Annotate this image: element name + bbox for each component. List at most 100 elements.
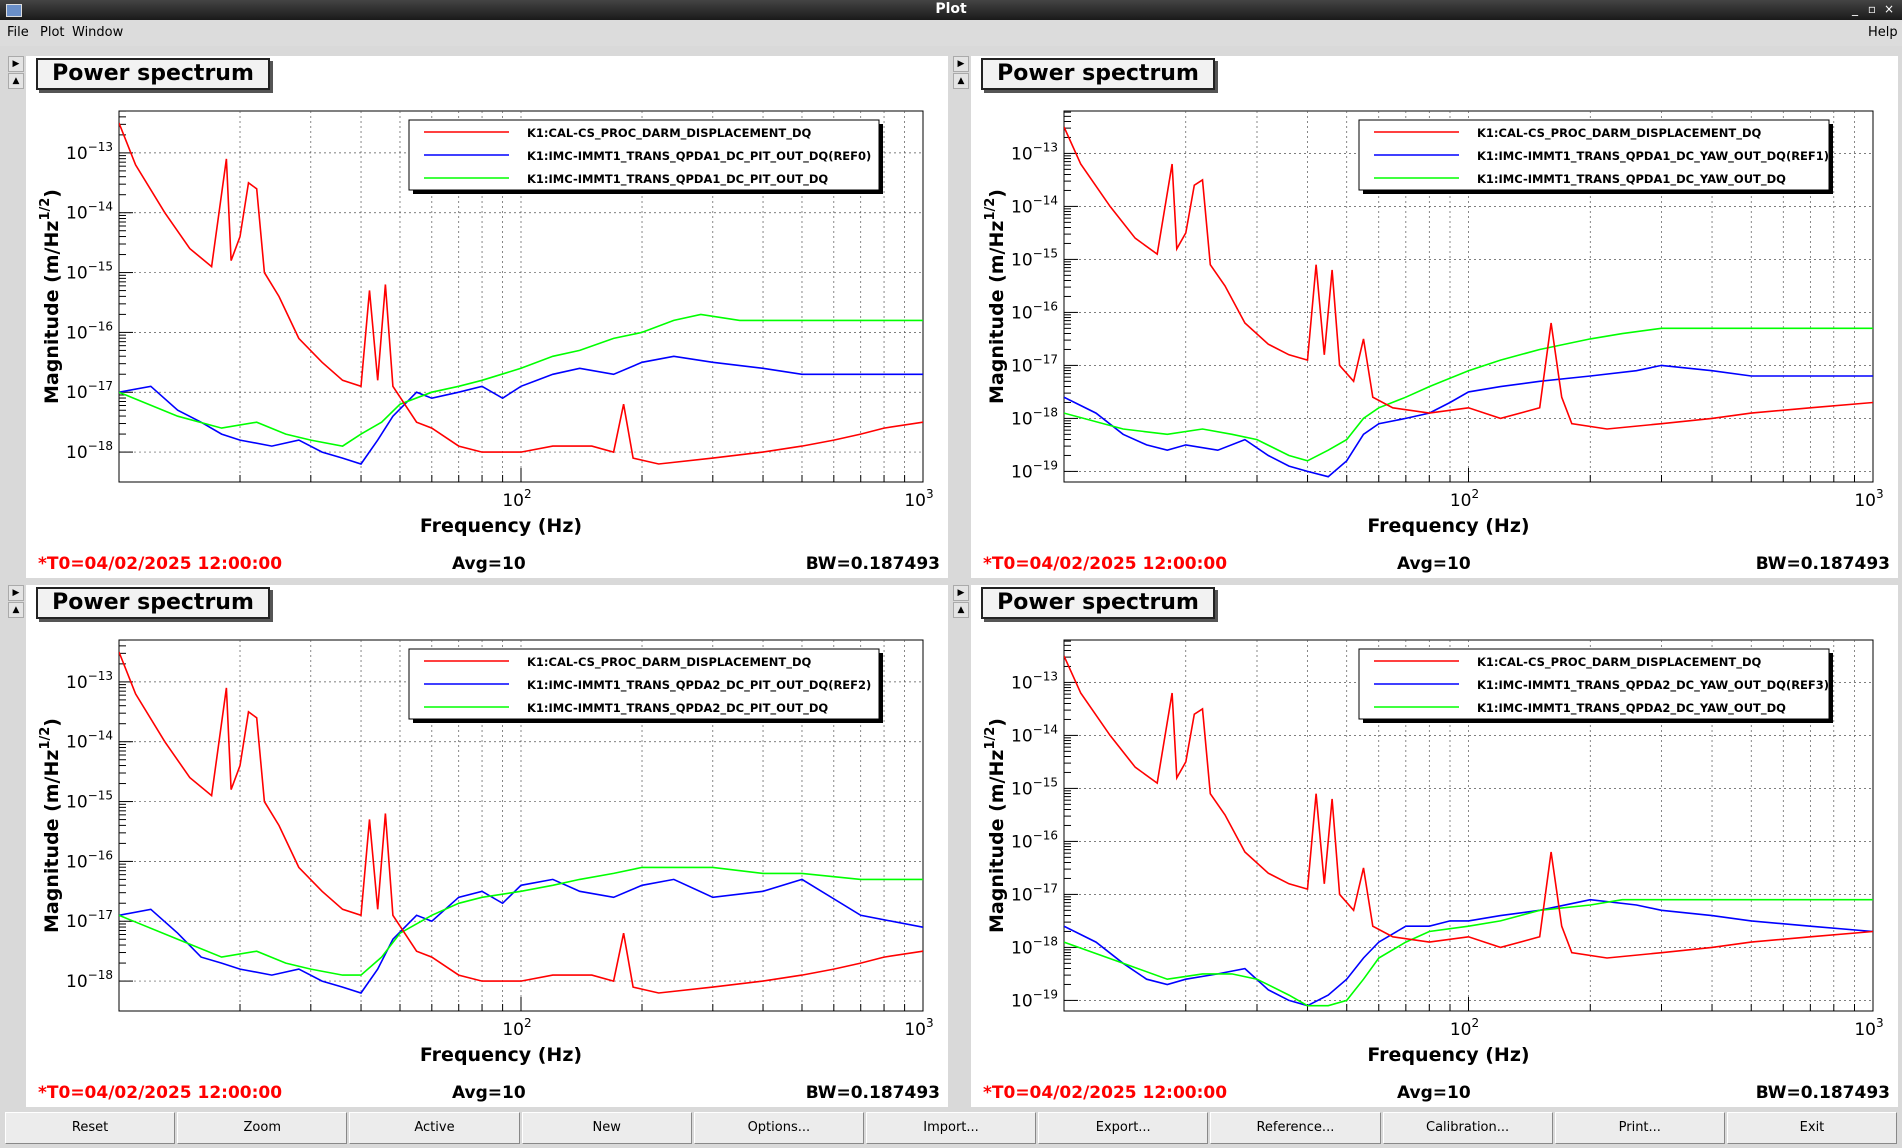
y-tick-exp: −13	[1033, 669, 1058, 683]
reference-button[interactable]: Reference...	[1210, 1112, 1381, 1144]
plot-panel-1[interactable]: Power spectrum 10−13 10−14 10−15 10−16 10−17 1…	[26, 56, 948, 578]
x-tick-base: 10	[1450, 1020, 1472, 1040]
average-count-label: Avg=10	[452, 1083, 526, 1103]
plot-panel-3[interactable]: Power spectrum 10−13 10−14 10−15 10−16 10−17 1…	[26, 585, 948, 1107]
minimize-icon[interactable]: _	[1852, 2, 1858, 16]
x-tick-base: 10	[904, 491, 926, 511]
print-button[interactable]: Print...	[1554, 1112, 1725, 1144]
import-button[interactable]: Import...	[865, 1112, 1037, 1144]
x-tick-base: 10	[1450, 491, 1472, 511]
menu-help[interactable]: Help	[1868, 25, 1898, 40]
x-tick-label: 102	[502, 1016, 531, 1040]
y-tick-exp: −15	[1033, 246, 1058, 260]
y-axis-label: Magnitude (m/Hz1/2)	[38, 189, 63, 404]
export-button[interactable]: Export...	[1038, 1112, 1209, 1144]
legend-label: K1:CAL-CS_PROC_DARM_DISPLACEMENT_DQ	[527, 126, 812, 141]
y-tick-exp: −13	[1033, 140, 1058, 154]
x-tick-base: 10	[502, 1020, 524, 1040]
close-icon[interactable]: ×	[1883, 2, 1895, 16]
y-tick-base: 10	[66, 912, 88, 932]
y-axis-label-main: Magnitude (m/Hz	[41, 750, 63, 933]
x-tick-label: 103	[904, 487, 933, 511]
y-tick-exp: −18	[88, 439, 113, 453]
series-line-2	[1064, 364, 1873, 478]
exit-button[interactable]: Exit	[1726, 1112, 1898, 1144]
expand-up-icon[interactable]: ▲	[953, 602, 969, 618]
expand-up-icon[interactable]: ▲	[953, 73, 969, 89]
menu-plot[interactable]: Plot	[40, 25, 65, 40]
y-tick-exp: −14	[88, 729, 113, 743]
series-line-3	[119, 313, 923, 447]
expand-up-icon[interactable]: ▲	[8, 73, 24, 89]
expand-right-icon[interactable]: ▶	[8, 56, 24, 72]
series-line-1	[1064, 126, 1873, 430]
y-tick-base: 10	[66, 733, 88, 753]
x-tick-exp: 2	[524, 1016, 532, 1030]
series-line-1	[1064, 655, 1873, 959]
y-axis-label-end: )	[41, 189, 63, 198]
x-axis-label: Frequency (Hz)	[420, 1044, 582, 1066]
x-tick-base: 10	[1854, 1020, 1876, 1040]
x-tick-exp: 3	[926, 487, 934, 501]
y-tick-label: 10−17	[1011, 352, 1058, 376]
panel-title[interactable]: Power spectrum	[981, 58, 1215, 90]
y-tick-label: 10−18	[66, 968, 113, 992]
y-axis-label-main: Magnitude (m/Hz	[41, 221, 63, 404]
y-tick-label: 10−18	[1011, 934, 1058, 958]
reset-button[interactable]: Reset	[5, 1112, 176, 1144]
y-tick-label: 10−17	[66, 379, 113, 403]
average-count-label: Avg=10	[1397, 1083, 1471, 1103]
y-tick-exp: −16	[88, 319, 113, 333]
menu-window[interactable]: Window	[72, 25, 124, 40]
calibration-button[interactable]: Calibration...	[1382, 1112, 1553, 1144]
legend-label: K1:IMC-IMMT1_TRANS_QPDA2_DC_YAW_OUT_DQ	[1477, 701, 1786, 716]
window-titlebar: Plot _ ▫ ×	[0, 0, 1902, 20]
y-tick-base: 10	[1011, 673, 1033, 693]
y-tick-label: 10−15	[1011, 775, 1058, 799]
new-button[interactable]: New	[521, 1112, 692, 1144]
y-tick-base: 10	[1011, 991, 1033, 1011]
zoom-button[interactable]: Zoom	[177, 1112, 348, 1144]
average-count-label: Avg=10	[452, 554, 526, 574]
series-line-3	[119, 866, 923, 976]
expand-right-icon[interactable]: ▶	[953, 56, 969, 72]
plot-panel-2[interactable]: Power spectrum 10−13 10−14 10−15 10−16 10−17 1…	[971, 56, 1898, 578]
panel-title[interactable]: Power spectrum	[36, 58, 270, 90]
y-tick-base: 10	[66, 264, 88, 284]
bandwidth-label: BW=0.187493	[1755, 554, 1890, 574]
y-tick-label: 10−16	[66, 848, 113, 872]
y-tick-base: 10	[66, 323, 88, 343]
expand-right-icon[interactable]: ▶	[953, 585, 969, 601]
expand-right-icon[interactable]: ▶	[8, 585, 24, 601]
y-tick-base: 10	[1011, 832, 1033, 852]
maximize-icon[interactable]: ▫	[1867, 2, 1877, 16]
options-button[interactable]: Options...	[693, 1112, 864, 1144]
y-tick-base: 10	[1011, 726, 1033, 746]
series-line-2	[119, 878, 923, 994]
y-axis-label-sup: 1/2	[983, 727, 998, 750]
panel-title[interactable]: Power spectrum	[981, 587, 1215, 619]
active-button[interactable]: Active	[349, 1112, 520, 1144]
y-axis-label: Magnitude (m/Hz1/2)	[38, 718, 63, 933]
x-axis-label: Frequency (Hz)	[420, 515, 582, 537]
y-tick-exp: −18	[1033, 405, 1058, 419]
y-axis-label-main: Magnitude (m/Hz	[986, 221, 1008, 404]
x-tick-base: 10	[502, 491, 524, 511]
x-tick-exp: 3	[1876, 487, 1884, 501]
legend-label: K1:IMC-IMMT1_TRANS_QPDA1_DC_PIT_OUT_DQ(R…	[527, 149, 871, 164]
y-axis-label-sup: 1/2	[38, 727, 53, 750]
legend-label: K1:CAL-CS_PROC_DARM_DISPLACEMENT_DQ	[1477, 655, 1762, 670]
series-line-3	[1064, 327, 1873, 462]
x-axis-label: Frequency (Hz)	[1367, 1044, 1529, 1066]
expand-up-icon[interactable]: ▲	[8, 602, 24, 618]
y-axis-label-end: )	[986, 189, 1008, 198]
menu-file[interactable]: File	[7, 25, 29, 40]
plot-panel-4[interactable]: Power spectrum 10−13 10−14 10−15 10−16 10−17 1…	[971, 585, 1898, 1107]
panel-title[interactable]: Power spectrum	[36, 587, 270, 619]
y-tick-label: 10−17	[66, 908, 113, 932]
legend-label: K1:IMC-IMMT1_TRANS_QPDA2_DC_PIT_OUT_DQ(R…	[527, 678, 871, 693]
